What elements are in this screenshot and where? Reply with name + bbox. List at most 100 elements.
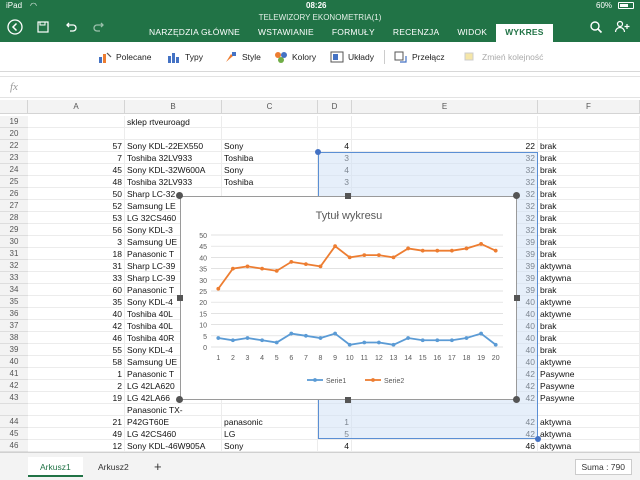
cell-c[interactable]: Sony: [222, 440, 318, 452]
cell-a[interactable]: 18: [28, 248, 125, 260]
cell-f[interactable]: Pasywne: [538, 368, 640, 380]
row-header[interactable]: 42: [0, 380, 28, 392]
row-header[interactable]: 40: [0, 356, 28, 368]
cell-b[interactable]: Toshiba 32LV933: [125, 176, 222, 188]
cell-e[interactable]: 22: [352, 140, 538, 152]
cell-f[interactable]: aktywna: [538, 440, 640, 452]
cell-a[interactable]: 48: [28, 176, 125, 188]
cell-a[interactable]: 19: [28, 392, 125, 404]
cell-a[interactable]: 58: [28, 356, 125, 368]
cell-d[interactable]: [318, 128, 352, 140]
row-header[interactable]: 39: [0, 344, 28, 356]
row-header[interactable]: 35: [0, 296, 28, 308]
cell-d[interactable]: [318, 116, 352, 128]
cell-a[interactable]: 49: [28, 428, 125, 440]
undo-icon[interactable]: [61, 17, 81, 37]
row-header[interactable]: 19: [0, 116, 28, 128]
sheet-tab-arkusz1[interactable]: Arkusz1: [28, 457, 83, 477]
recommended-charts-button[interactable]: Polecane: [98, 50, 151, 64]
cell-a[interactable]: 31: [28, 260, 125, 272]
cell-a[interactable]: 2: [28, 380, 125, 392]
cell-f[interactable]: brak: [538, 332, 640, 344]
chart-layouts-button[interactable]: Układy: [330, 50, 374, 64]
cell-f[interactable]: aktywna: [538, 428, 640, 440]
row-header[interactable]: 44: [0, 416, 28, 428]
cell-f[interactable]: brak: [538, 248, 640, 260]
cell-a[interactable]: 12: [28, 440, 125, 452]
column-header-f[interactable]: F: [538, 100, 640, 114]
cell-a[interactable]: [28, 404, 125, 416]
cell-a[interactable]: 50: [28, 188, 125, 200]
tab-home[interactable]: NARZĘDZIA GŁÓWNE: [149, 27, 241, 37]
cell-c[interactable]: panasonic: [222, 416, 318, 428]
row-header[interactable]: 20: [0, 128, 28, 140]
formula-bar[interactable]: fx: [0, 76, 640, 98]
tab-insert[interactable]: WSTAWIANIE: [258, 27, 314, 37]
cell-b[interactable]: Panasonic TX-: [125, 404, 222, 416]
cell-f[interactable]: aktywne: [538, 356, 640, 368]
sheet-tab-arkusz2[interactable]: Arkusz2: [98, 462, 129, 472]
cell-a[interactable]: 55: [28, 344, 125, 356]
cell-a[interactable]: 42: [28, 320, 125, 332]
row-header[interactable]: 29: [0, 224, 28, 236]
chart-resize-handle-r[interactable]: [514, 295, 520, 301]
save-icon[interactable]: [33, 17, 53, 37]
row-header[interactable]: 22: [0, 140, 28, 152]
cell-b[interactable]: sklep rtveuroagd: [125, 116, 222, 128]
chart-resize-handle-tr[interactable]: [513, 192, 520, 199]
add-person-icon[interactable]: [612, 17, 632, 37]
chart-resize-handle-tl[interactable]: [176, 192, 183, 199]
cell-b[interactable]: Sony KDL-32W600A: [125, 164, 222, 176]
cell-f[interactable]: Pasywne: [538, 392, 640, 404]
tab-review[interactable]: RECENZJA: [392, 27, 440, 37]
row-header[interactable]: 45: [0, 428, 28, 440]
column-header-b[interactable]: B: [125, 100, 222, 114]
row-header[interactable]: 36: [0, 308, 28, 320]
row-header[interactable]: 33: [0, 272, 28, 284]
row-header[interactable]: 34: [0, 284, 28, 296]
chart-resize-handle-l[interactable]: [177, 295, 183, 301]
chart-resize-handle-br[interactable]: [513, 396, 520, 403]
corner-header[interactable]: [0, 100, 28, 114]
cell-f[interactable]: [538, 116, 640, 128]
row-header[interactable]: 25: [0, 176, 28, 188]
cell-b[interactable]: LG 42CS460: [125, 428, 222, 440]
cell-a[interactable]: 45: [28, 164, 125, 176]
cell-f[interactable]: [538, 404, 640, 416]
cell-a[interactable]: 1: [28, 368, 125, 380]
cell-c[interactable]: Toshiba: [222, 152, 318, 164]
cell-b[interactable]: Sony KDL-46W905A: [125, 440, 222, 452]
cell-f[interactable]: brak: [538, 200, 640, 212]
row-header[interactable]: 27: [0, 200, 28, 212]
cell-b[interactable]: [125, 128, 222, 140]
cell-a[interactable]: [28, 116, 125, 128]
row-header[interactable]: 26: [0, 188, 28, 200]
cell-a[interactable]: 57: [28, 140, 125, 152]
cell-b[interactable]: Sharp LC-32: [125, 188, 222, 200]
cell-f[interactable]: brak: [538, 176, 640, 188]
cell-a[interactable]: 21: [28, 416, 125, 428]
column-header-d[interactable]: D: [318, 100, 352, 114]
cell-f[interactable]: aktywna: [538, 272, 640, 284]
cell-a[interactable]: 52: [28, 200, 125, 212]
column-header-e[interactable]: E: [352, 100, 538, 114]
cell-c[interactable]: LG: [222, 428, 318, 440]
cell-f[interactable]: brak: [538, 320, 640, 332]
cell-f[interactable]: brak: [538, 152, 640, 164]
chart-types-button[interactable]: Typy: [167, 50, 203, 64]
cell-f[interactable]: brak: [538, 284, 640, 296]
cell-f[interactable]: aktywna: [538, 416, 640, 428]
row-header[interactable]: 32: [0, 260, 28, 272]
add-sheet-button[interactable]: +: [154, 459, 162, 474]
tab-chart[interactable]: WYKRES: [496, 24, 553, 42]
line-chart[interactable]: Tytuł wykresu 0 5 10 15 20 25 30 35 40 45 50 1 2 3 4 5 6 7…: [180, 196, 517, 400]
reorder-button[interactable]: Zmień kolejność: [464, 50, 543, 64]
cell-a[interactable]: 40: [28, 308, 125, 320]
cell-f[interactable]: brak: [538, 344, 640, 356]
column-header-a[interactable]: A: [28, 100, 125, 114]
cell-f[interactable]: aktywne: [538, 296, 640, 308]
redo-icon[interactable]: [89, 17, 109, 37]
row-header[interactable]: 38: [0, 332, 28, 344]
cell-c[interactable]: [222, 404, 318, 416]
cell-a[interactable]: 35: [28, 296, 125, 308]
